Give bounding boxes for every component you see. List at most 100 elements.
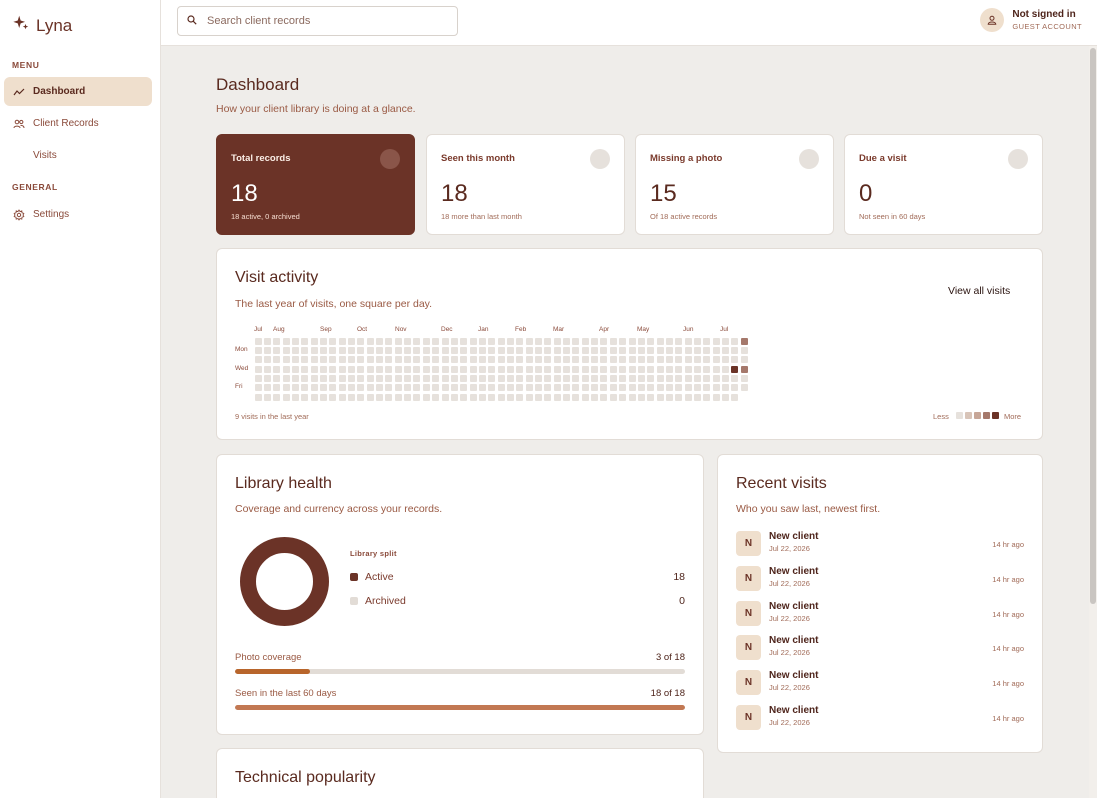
heatmap-day-cell bbox=[478, 356, 486, 364]
photo-coverage-bar bbox=[235, 669, 685, 674]
recent-visit-item[interactable]: N New client Jul 22, 2026 14 hr ago bbox=[736, 670, 1024, 696]
heatmap-day-cell bbox=[637, 384, 645, 392]
recent-visit-item[interactable]: N New client Jul 22, 2026 14 hr ago bbox=[736, 635, 1024, 661]
sidebar-item-label: Dashboard bbox=[33, 86, 86, 97]
heatmap-day-cell bbox=[319, 365, 327, 373]
heatmap-day-cell bbox=[712, 393, 720, 401]
heatmap-day-cell bbox=[609, 365, 617, 373]
heatmap-day-cell bbox=[432, 337, 440, 345]
heatmap-day-cell bbox=[263, 384, 271, 392]
weekday-label: Fri bbox=[235, 383, 243, 390]
heatmap-day-cell bbox=[731, 337, 739, 345]
heatmap-day-cell bbox=[394, 346, 402, 354]
heatmap-day-cell bbox=[310, 346, 318, 354]
heatmap-day-cell bbox=[591, 356, 599, 364]
heatmap-day-cell bbox=[647, 356, 655, 364]
heatmap-day-cell bbox=[301, 374, 309, 382]
heatmap-day-cell bbox=[684, 384, 692, 392]
heatmap-day-cell bbox=[450, 384, 458, 392]
stat-card-due-visit[interactable]: Due a visit 0 Not seen in 60 days bbox=[844, 134, 1043, 235]
scrollbar-thumb[interactable] bbox=[1090, 48, 1096, 604]
heatmap-day-cell bbox=[516, 346, 524, 354]
stat-card-seen-this-month[interactable]: Seen this month 18 18 more than last mon… bbox=[426, 134, 625, 235]
heatmap-day-cell bbox=[357, 346, 365, 354]
heatmap-day-cell bbox=[600, 337, 608, 345]
heatmap-day-cell bbox=[600, 374, 608, 382]
heatmap-day-cell bbox=[450, 346, 458, 354]
user-account: GUEST ACCOUNT bbox=[1012, 22, 1082, 31]
split-label: Archived bbox=[365, 595, 406, 607]
stat-card-missing-photo[interactable]: Missing a photo 15 Of 18 active records bbox=[635, 134, 834, 235]
heatmap-day-cell bbox=[366, 337, 374, 345]
photo-coverage-value: 3 of 18 bbox=[655, 652, 685, 663]
visit-ago: 14 hr ago bbox=[992, 540, 1024, 549]
scrollbar[interactable] bbox=[1089, 46, 1097, 798]
stat-label: Missing a photo bbox=[650, 153, 723, 164]
recent-visits-title: Recent visits bbox=[736, 475, 827, 492]
heatmap-day-cell bbox=[488, 374, 496, 382]
heatmap-day-cell bbox=[329, 346, 337, 354]
sidebar-item-visits[interactable]: Visits bbox=[4, 141, 152, 170]
heatmap-day-cell bbox=[628, 374, 636, 382]
stat-note: Of 18 active records bbox=[650, 212, 718, 221]
recent-visit-item[interactable]: N New client Jul 22, 2026 14 hr ago bbox=[736, 531, 1024, 557]
month-label: Feb bbox=[515, 326, 527, 333]
heatmap-day-cell bbox=[376, 337, 384, 345]
heatmap-day-cell bbox=[609, 356, 617, 364]
recent-visit-item[interactable]: N New client Jul 22, 2026 14 hr ago bbox=[736, 566, 1024, 592]
user-menu[interactable]: Not signed in GUEST ACCOUNT bbox=[980, 8, 1082, 32]
heatmap-day-cell bbox=[488, 346, 496, 354]
recent-visit-item[interactable]: N New client Jul 22, 2026 14 hr ago bbox=[736, 601, 1024, 627]
heatmap-day-cell bbox=[469, 356, 477, 364]
recent-visit-item[interactable]: N New client Jul 22, 2026 14 hr ago bbox=[736, 705, 1024, 731]
heatmap-day-cell bbox=[619, 384, 627, 392]
heatmap-day-cell bbox=[619, 393, 627, 401]
visit-date: Jul 22, 2026 bbox=[769, 683, 810, 692]
sidebar-item-settings[interactable]: Settings bbox=[4, 200, 152, 229]
heatmap-day-cell bbox=[722, 346, 729, 354]
heatmap-day-cell bbox=[535, 393, 542, 401]
heatmap-day-cell bbox=[506, 393, 514, 401]
visit-ago: 14 hr ago bbox=[992, 610, 1024, 619]
stat-card-total-records[interactable]: Total records 18 18 active, 0 archived bbox=[216, 134, 415, 235]
stat-label: Total records bbox=[231, 153, 291, 164]
month-label: Oct bbox=[357, 326, 368, 333]
heatmap-day-cell bbox=[413, 384, 421, 392]
heatmap-day-cell bbox=[450, 365, 458, 373]
heatmap-day-cell bbox=[647, 393, 655, 401]
trend-icon bbox=[13, 86, 25, 98]
heatmap-day-cell bbox=[656, 374, 664, 382]
heatmap-day-cell bbox=[656, 356, 664, 364]
heatmap-day-cell bbox=[675, 365, 683, 373]
brand[interactable]: Lyna bbox=[12, 14, 72, 37]
heatmap-day-cell bbox=[441, 374, 449, 382]
heatmap-day-cell bbox=[731, 346, 739, 354]
heatmap-day-cell bbox=[301, 384, 309, 392]
search-box[interactable] bbox=[177, 6, 458, 36]
heatmap-day-cell bbox=[291, 346, 299, 354]
heatmap-day-cell bbox=[273, 346, 281, 354]
weekday-label: Wed bbox=[235, 365, 249, 372]
split-label: Active bbox=[365, 571, 394, 583]
visit-ago: 14 hr ago bbox=[992, 644, 1024, 653]
sidebar-item-dashboard[interactable]: Dashboard bbox=[4, 77, 152, 106]
month-label: Jan bbox=[478, 326, 489, 333]
heatmap-day-cell bbox=[357, 337, 365, 345]
client-name: New client bbox=[769, 601, 819, 612]
search-input[interactable] bbox=[207, 15, 447, 27]
heatmap-day-cell bbox=[656, 393, 664, 401]
heatmap-day-cell bbox=[628, 384, 636, 392]
menu-section-label: MENU bbox=[12, 60, 40, 70]
heatmap-day-cell bbox=[422, 374, 430, 382]
heatmap-day-cell bbox=[329, 337, 337, 345]
heatmap-day-cell bbox=[385, 337, 393, 345]
sidebar-item-client-records[interactable]: Client Records bbox=[4, 109, 152, 138]
heatmap-day-cell bbox=[348, 374, 355, 382]
heatmap-day-cell bbox=[291, 337, 299, 345]
heatmap-day-cell bbox=[712, 356, 720, 364]
visit-activity-title: Visit activity bbox=[235, 269, 319, 286]
view-all-visits-button[interactable]: View all visits bbox=[948, 285, 1011, 297]
heatmap-day-cell bbox=[703, 384, 711, 392]
heatmap-day-cell bbox=[432, 393, 440, 401]
heatmap-day-cell bbox=[450, 356, 458, 364]
